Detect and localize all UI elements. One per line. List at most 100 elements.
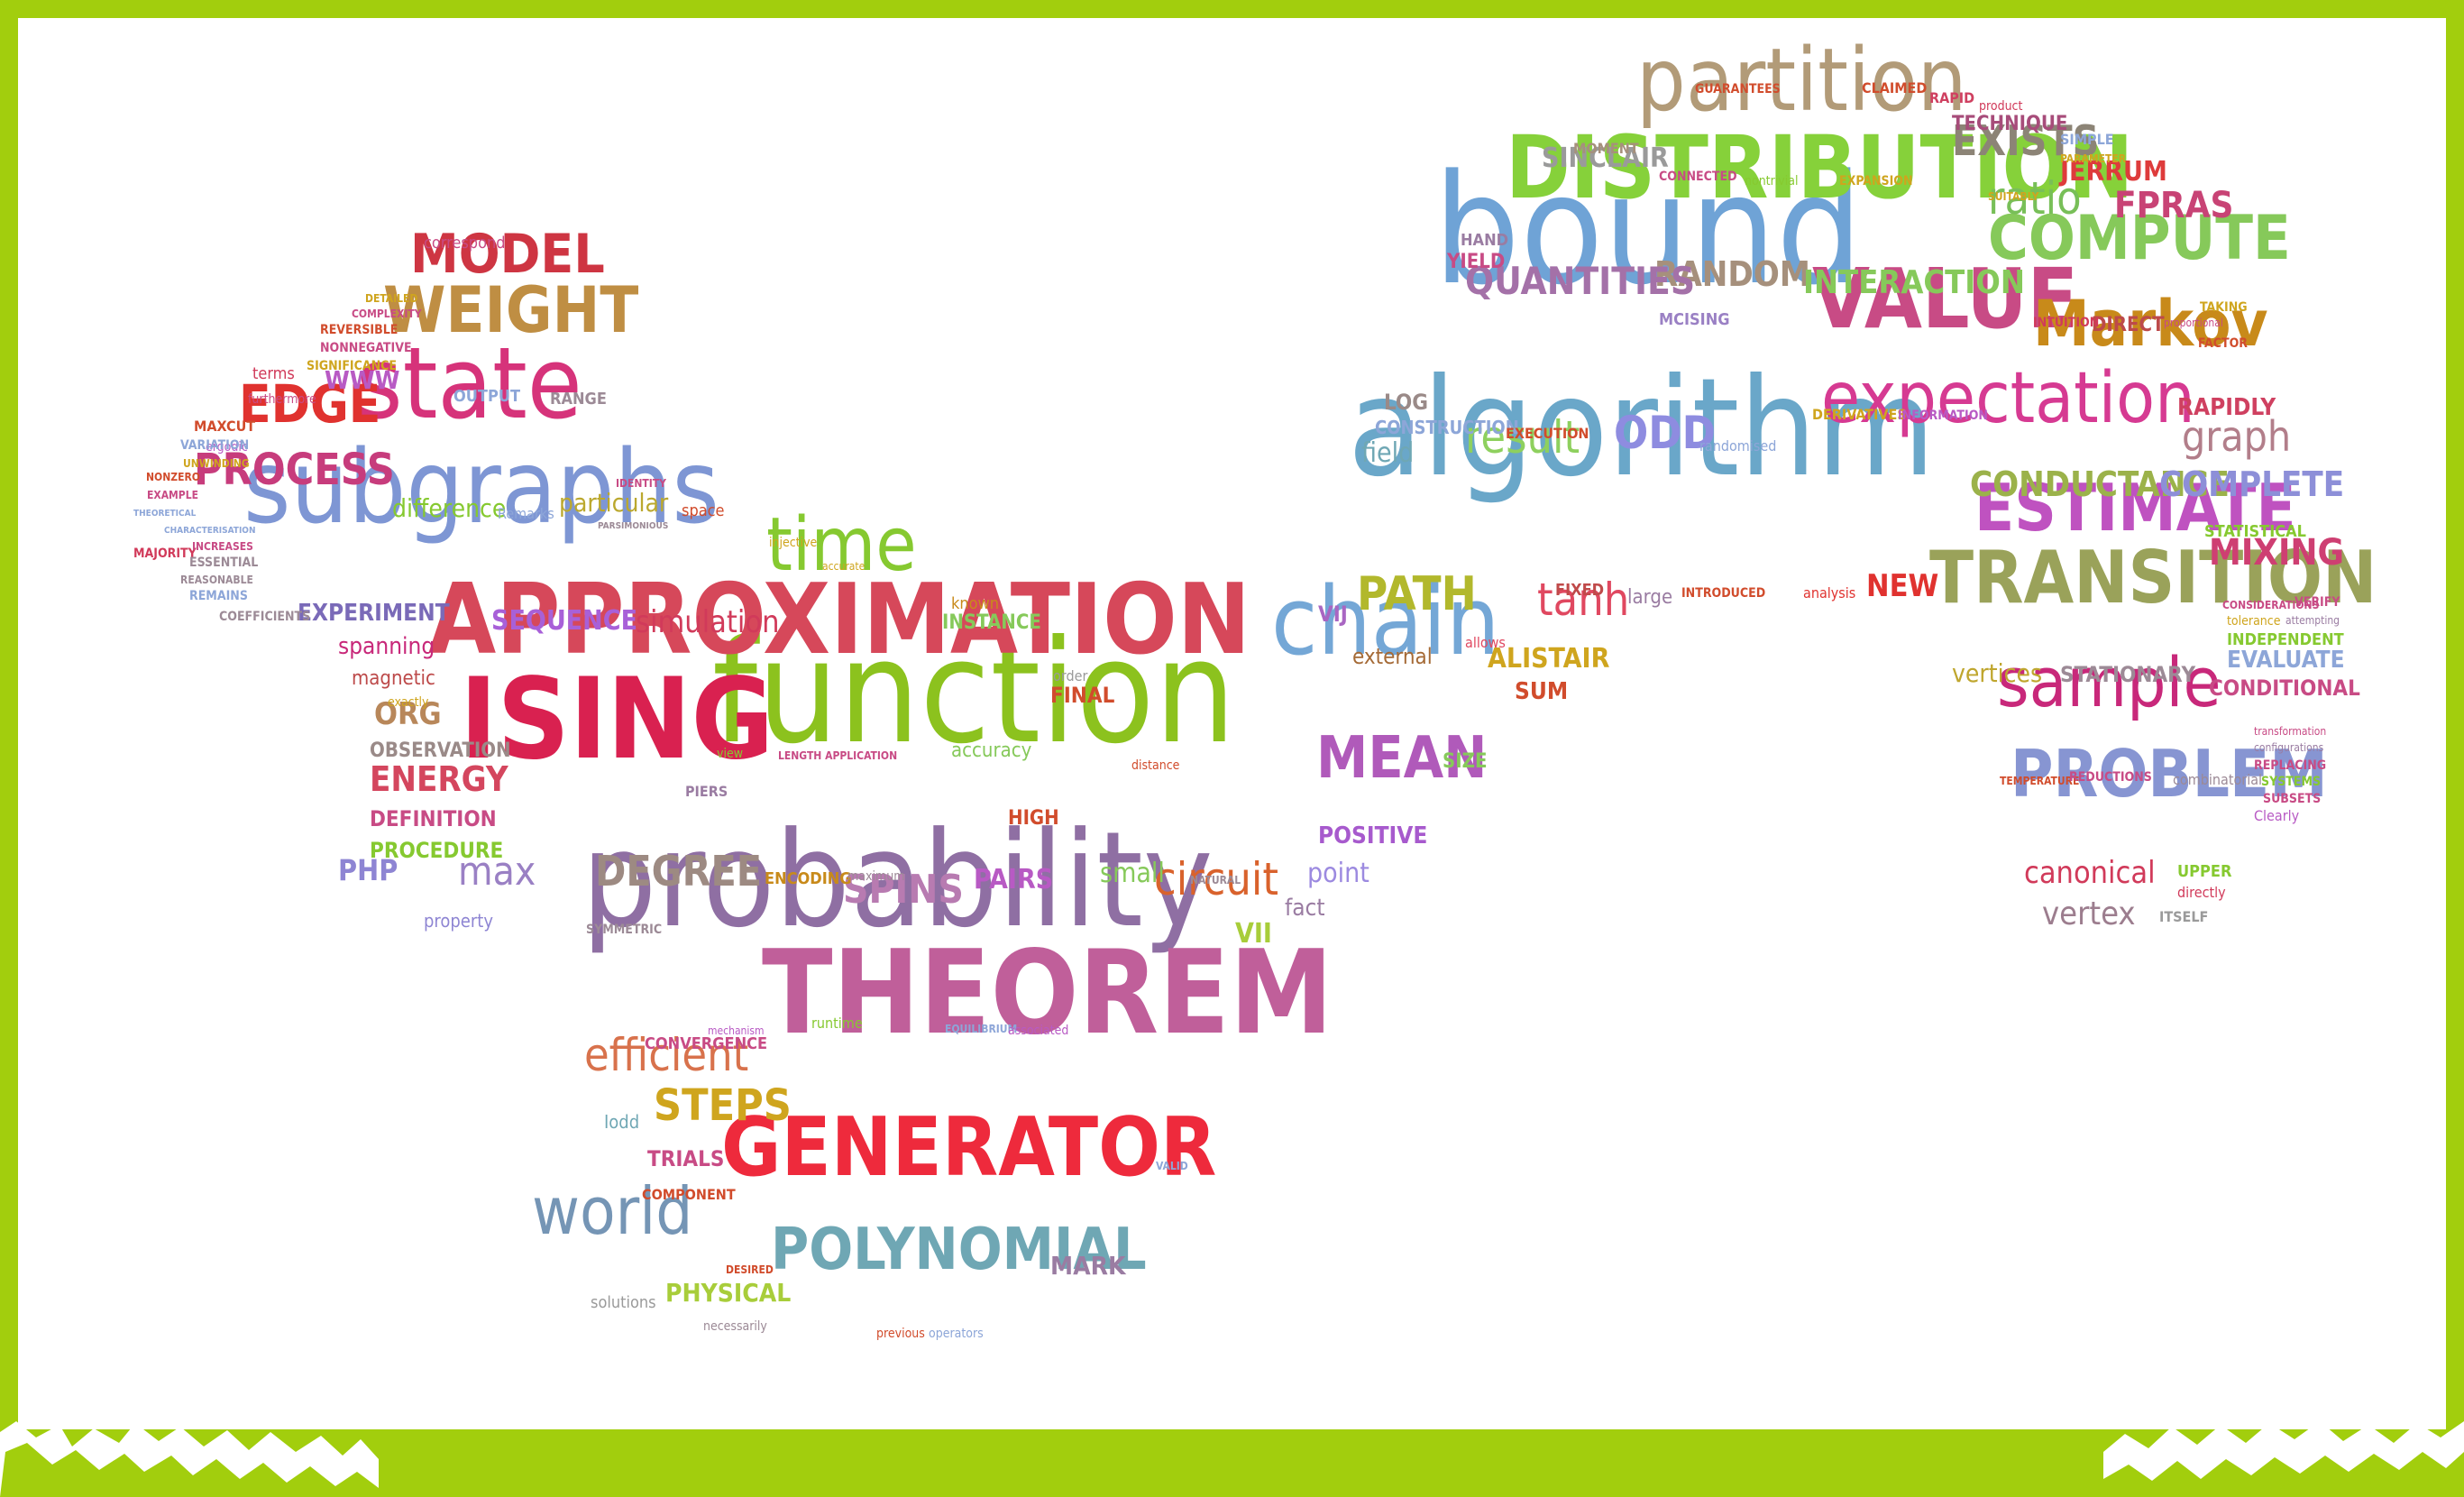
cloud-word-max: max — [458, 848, 536, 895]
cloud-word-furthermore: furthermore — [248, 391, 316, 407]
cloud-word-spanning: spanning — [338, 633, 435, 661]
cloud-word-previous: previous — [876, 1326, 925, 1341]
cloud-word-odd: ODD — [1614, 407, 1716, 459]
cloud-word-accuracy: accuracy — [951, 739, 1032, 763]
cloud-word-efficient: efficient — [584, 1029, 749, 1081]
cloud-word-definition: DEFINITION — [370, 805, 497, 831]
cloud-word-tolerance: tolerance — [2227, 613, 2281, 629]
cloud-word-difference: difference — [392, 492, 507, 523]
cloud-word-sample: sample — [1997, 642, 2221, 723]
cloud-word-clearly: Clearly — [2254, 807, 2300, 825]
cloud-word-equilibrium: EQUILIBRIUM — [945, 1023, 1018, 1036]
cloud-word-magnetic: magnetic — [352, 667, 435, 691]
cloud-word-canonical: canonical — [2024, 854, 2156, 891]
torn-paper-left — [0, 1421, 379, 1497]
cloud-word-identity: IDENTITY — [616, 477, 666, 491]
cloud-word-mixing: MIXING — [2209, 532, 2344, 574]
cloud-word-spins: SPINS — [843, 866, 964, 913]
cloud-word-verify: VERIFY — [2295, 594, 2340, 610]
cloud-word-associated: associated — [1008, 1023, 1069, 1038]
cloud-word-path: PATH — [1357, 567, 1477, 622]
cloud-word-direct: DIRECT — [2092, 314, 2165, 337]
cloud-word-combinatorial: combinatorial — [2173, 771, 2263, 789]
cloud-word-org: ORG — [374, 695, 442, 732]
cloud-word-world: world — [532, 1173, 693, 1250]
torn-paper-right — [2103, 1421, 2464, 1497]
cloud-word-length-application: LENGTH APPLICATION — [778, 749, 898, 763]
cloud-word-value: VALUE — [1812, 251, 2079, 348]
cloud-word-distance: distance — [1131, 758, 1180, 773]
cloud-word-operators: operators — [929, 1326, 984, 1341]
cloud-word-increases: INCREASES — [192, 540, 253, 554]
cloud-word-observation: OBSERVATION — [370, 739, 511, 763]
cloud-word-replacing: REPLACING — [2254, 758, 2327, 773]
cloud-word-intuition: INTUITION — [2033, 315, 2100, 330]
cloud-word-conditional: CONDITIONAL — [2209, 675, 2360, 701]
cloud-word-maxcut: MAXCUT — [194, 418, 256, 436]
cloud-word-circuit: circuit — [1154, 853, 1278, 905]
cloud-word-nonzero: NONZERO — [146, 471, 200, 484]
cloud-word-theoretical: THEORETICAL — [133, 509, 197, 519]
cloud-word-systems: SYSTEMS — [2261, 774, 2322, 789]
cloud-word-sum: SUM — [1515, 678, 1569, 706]
cloud-word-chain: chain — [1271, 565, 1500, 676]
cloud-word-information: INFORMATION — [1898, 408, 1988, 423]
cloud-word-connected: CONNECTED — [1659, 169, 1737, 184]
cloud-word-component: COMPONENT — [642, 1186, 736, 1204]
cloud-word-mean: MEAN — [1316, 724, 1488, 792]
cloud-word-physical: PHYSICAL — [665, 1277, 792, 1308]
cloud-word-runtime: runtime — [811, 1015, 863, 1033]
cloud-word-tanh: tanh — [1537, 574, 1630, 626]
cloud-word-accurate: accurate — [822, 560, 866, 574]
cloud-word-maximum: maximum — [847, 868, 905, 884]
cloud-word-statistical: STATISTICAL — [2204, 521, 2306, 541]
cloud-word-evaluate: EVALUATE — [2227, 647, 2345, 675]
cloud-word-fact: fact — [1285, 895, 1325, 923]
cloud-word-steps: STEPS — [654, 1079, 792, 1131]
cloud-word-ising: ISING — [460, 654, 774, 785]
cloud-word-order: order — [1053, 667, 1088, 685]
cloud-word-probability: probability — [582, 804, 1214, 958]
cloud-word-php: PHP — [338, 853, 398, 888]
cloud-word-exists: EXISTS — [1952, 116, 2100, 166]
cloud-word-approximation: APPROXIMATION — [428, 563, 1251, 676]
cloud-word-guarantees: GUARANTEES — [1695, 81, 1781, 96]
cloud-word-upper: UPPER — [2177, 861, 2232, 881]
cloud-word-size: SIZE — [1443, 750, 1488, 774]
cloud-word-attempting: attempting — [2285, 614, 2340, 628]
cloud-word-remarks: Remarks — [498, 505, 554, 523]
cloud-word-ratio: ratio — [1988, 172, 2082, 225]
cloud-word-correspond: correspond — [424, 233, 506, 253]
cloud-word-exactly: exactly — [388, 694, 429, 710]
cloud-word-trials: TRIALS — [647, 1145, 725, 1171]
cloud-word-space: space — [682, 501, 725, 520]
cloud-word-natural: NATURAL — [1190, 874, 1241, 887]
cloud-word-piers: PIERS — [685, 783, 728, 801]
cloud-word-range: RANGE — [550, 389, 607, 409]
cloud-word-simulation: simulation — [636, 603, 780, 640]
cloud-word-markov: Markov — [2033, 287, 2268, 361]
cloud-word-execution: EXECUTION — [1506, 425, 1589, 443]
cloud-word-external: external — [1352, 643, 1433, 669]
cloud-word-technique: TECHNIQUE — [1952, 113, 2068, 136]
cloud-word-weight: WEIGHT — [383, 273, 639, 347]
cloud-word-rapid: RAPID — [1929, 89, 1975, 107]
cloud-word-yield: YIELD — [1447, 251, 1506, 274]
cloud-word-random: RANDOM — [1654, 253, 1810, 294]
cloud-word-solutions: solutions — [591, 1292, 656, 1312]
word-cloud-canvas: bound algorithm function probability THEOREM… — [18, 18, 2446, 1429]
cloud-word-small: small — [1100, 858, 1165, 889]
cloud-word-directly: directly — [2177, 884, 2226, 902]
cloud-word-configurations: configurations — [2254, 741, 2324, 755]
cloud-word-terms: terms — [252, 363, 295, 383]
cloud-word-large: large — [1627, 586, 1673, 610]
cloud-word-www: WWW — [325, 364, 400, 395]
cloud-word-simple: SIMPLE — [2060, 131, 2114, 149]
cloud-word-algorithm: algorithm — [1348, 350, 1936, 507]
cloud-word-sinclair: SINCLAIR — [1542, 142, 1669, 174]
cloud-word-jerrum: JERRUM — [2060, 156, 2167, 188]
cloud-word-expectation: expectation — [1821, 357, 2195, 439]
cloud-word-allows: allows — [1465, 634, 1506, 652]
cloud-word-graph: graph — [2182, 412, 2292, 462]
cloud-word-process: PROCESS — [194, 444, 395, 495]
